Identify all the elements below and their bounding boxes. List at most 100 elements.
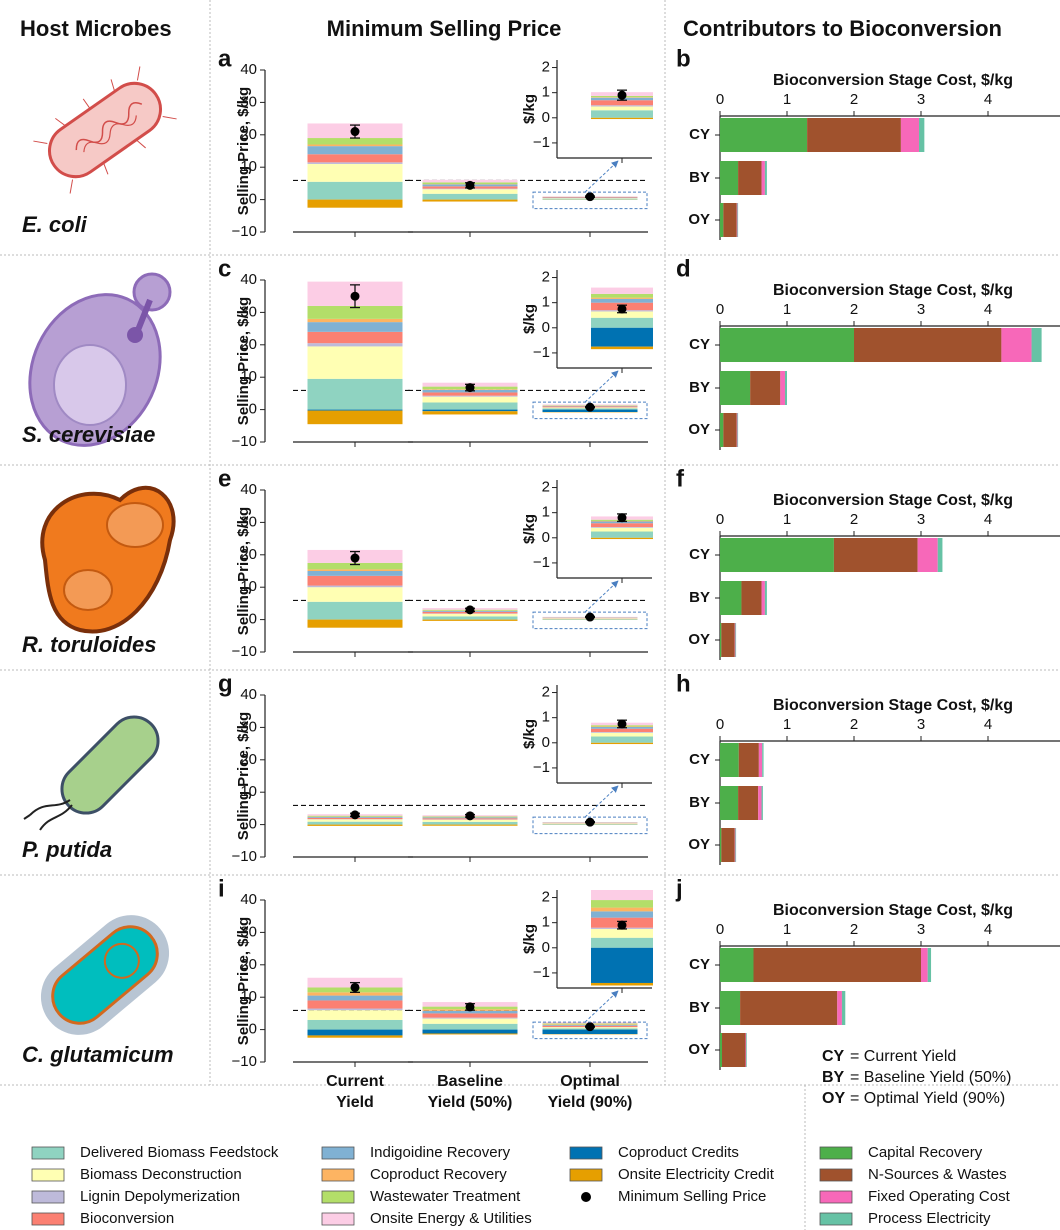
y-tick-label: −10 (232, 1053, 257, 1070)
bar-segment (308, 319, 403, 322)
msp-point (618, 513, 627, 522)
bar-segment (785, 371, 787, 405)
bar-segment (720, 371, 750, 405)
bar-segment (918, 538, 938, 572)
inset-y-axis-label: $/kg (521, 94, 538, 124)
x-tick-label: 2 (850, 716, 858, 733)
y-tick-label: 40 (240, 271, 257, 288)
y-tick-label: CY (689, 126, 710, 143)
legend-swatch (820, 1147, 852, 1159)
x-tick-label: 3 (917, 301, 925, 318)
y-tick-label: BY (689, 589, 710, 606)
chart-title: Bioconversion Stage Cost, $/kg (773, 902, 1013, 919)
x-tick-label: 4 (984, 301, 992, 318)
legend-swatch (322, 1191, 354, 1203)
inset-y-tick-label: −1 (533, 344, 550, 361)
msp-point (466, 605, 475, 614)
bar-segment (308, 346, 403, 378)
inset (591, 890, 653, 985)
x-tick-label: 4 (984, 511, 992, 528)
msp-point (618, 304, 627, 313)
bar-segment (591, 105, 653, 106)
bar-segment (591, 911, 653, 917)
y-tick-label: 30 (240, 93, 257, 110)
msp-point (351, 810, 360, 819)
bar-segment (591, 983, 653, 986)
bar-segment (423, 194, 518, 200)
bar-segment (591, 523, 653, 527)
bar-segment (780, 371, 785, 405)
y-tick-label: 0 (249, 611, 257, 628)
x-tick-label: 0 (716, 511, 724, 528)
bar-segment (308, 343, 403, 346)
bar-segment (308, 164, 403, 182)
panel-label: j (675, 875, 683, 902)
bar-segment (308, 182, 403, 200)
legend-swatch (820, 1213, 852, 1225)
bar-segment (591, 110, 653, 118)
inset-y-tick-label: 2 (542, 59, 550, 76)
bar-segment (308, 620, 403, 628)
bar-segment (807, 118, 901, 152)
bar-segment (591, 100, 653, 105)
legend-label: Coproduct Credits (618, 1144, 739, 1161)
bar-segment (423, 1024, 518, 1030)
y-tick-label: BY (689, 794, 710, 811)
legend-swatch (32, 1169, 64, 1181)
bar-segment (591, 737, 653, 743)
bar-segment (308, 602, 403, 620)
y-tick-label: OY (688, 836, 710, 853)
bar-segment (591, 929, 653, 938)
chart-title: Bioconversion Stage Cost, $/kg (773, 492, 1013, 509)
bar-segment (423, 822, 518, 825)
inset-y-tick-label: 0 (542, 109, 550, 126)
legend-label: Coproduct Recovery (370, 1166, 507, 1183)
bar-segment (758, 786, 761, 820)
x-tick-label: 1 (783, 511, 791, 528)
panel-label: i (218, 875, 225, 902)
column-header: Contributors to Bioconversion (683, 16, 1002, 41)
msp-point (351, 983, 360, 992)
inset-y-tick-label: 2 (542, 889, 550, 906)
y-tick-label: 0 (249, 816, 257, 833)
inset-y-axis-label: $/kg (521, 924, 538, 954)
y-tick-label: 10 (240, 158, 257, 175)
bar-segment (423, 1030, 518, 1034)
yield-key-abbr: CY (822, 1048, 845, 1065)
bar-segment (750, 371, 780, 405)
bar-segment (938, 538, 943, 572)
bar-segment (423, 410, 518, 412)
bar-segment (591, 948, 653, 983)
bar-segment (591, 908, 653, 912)
legend-label: Biomass Deconstruction (80, 1166, 242, 1183)
msp-point (351, 554, 360, 563)
legend-label: Bioconversion (80, 1210, 174, 1227)
bar-segment (423, 402, 518, 409)
msp-point (586, 403, 595, 412)
bar-segment (720, 623, 721, 657)
bar-segment (308, 825, 403, 826)
y-tick-label: 0 (249, 401, 257, 418)
chart-title: Bioconversion Stage Cost, $/kg (773, 72, 1013, 89)
panel-label: e (218, 465, 231, 492)
bar-segment (919, 118, 924, 152)
y-tick-label: −10 (232, 223, 257, 240)
legend-label: Process Electricity (868, 1210, 991, 1227)
legend-label: Delivered Biomass Feedstock (80, 1144, 279, 1161)
bar-segment (591, 733, 653, 737)
inset (591, 719, 653, 744)
bar-segment (591, 732, 653, 733)
bar-segment (591, 938, 653, 948)
bar-segment (308, 586, 403, 588)
bar-segment (720, 1033, 722, 1067)
bar-segment (765, 581, 767, 615)
bar-segment (308, 411, 403, 425)
msp-point (618, 921, 627, 930)
bar-segment (720, 581, 741, 615)
inset (591, 90, 653, 119)
bar-segment (308, 1030, 403, 1036)
x-tick-label: 4 (984, 91, 992, 108)
bar-segment (720, 538, 834, 572)
bar-segment (842, 991, 845, 1025)
y-tick-label: BY (689, 379, 710, 396)
